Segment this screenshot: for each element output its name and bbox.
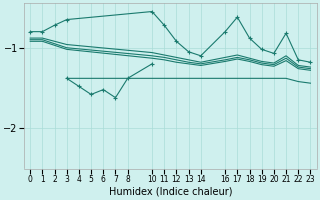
X-axis label: Humidex (Indice chaleur): Humidex (Indice chaleur) [108, 187, 232, 197]
